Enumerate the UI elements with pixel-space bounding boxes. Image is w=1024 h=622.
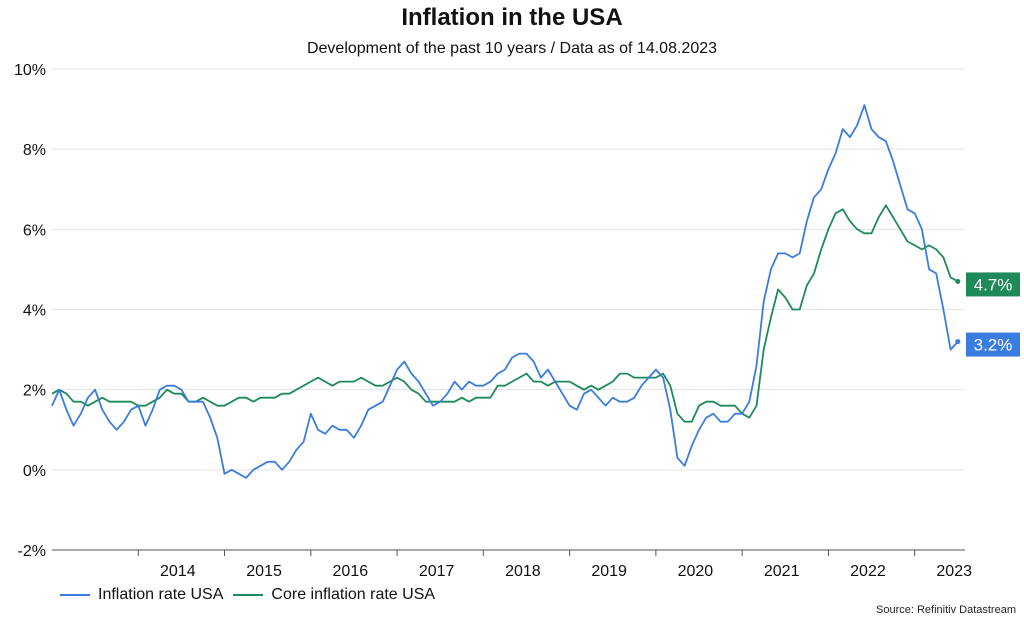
y-tick-label: 6% bbox=[23, 222, 46, 239]
x-tick-label: 2014 bbox=[160, 563, 196, 580]
chart-title: Inflation in the USA bbox=[401, 4, 623, 31]
legend-label-inflation: Inflation rate USA bbox=[98, 586, 224, 603]
x-tick-label: 2018 bbox=[505, 563, 541, 580]
x-tick-label: 2023 bbox=[936, 563, 972, 580]
y-tick-label: 4% bbox=[23, 303, 46, 320]
x-tick-label: 2022 bbox=[850, 563, 886, 580]
y-tick-label: 0% bbox=[23, 463, 46, 480]
legend-label-core-inflation: Core inflation rate USA bbox=[271, 586, 436, 603]
y-tick-label: 2% bbox=[23, 383, 46, 400]
end-value-badge bbox=[966, 272, 1020, 297]
x-tick-label: 2015 bbox=[246, 563, 282, 580]
x-tick-label: 2020 bbox=[678, 563, 714, 580]
legend-swatch-inflation bbox=[60, 594, 90, 596]
series-line-inflation bbox=[51, 104, 959, 479]
legend-item-core-inflation: Core inflation rate USA bbox=[233, 586, 435, 604]
legend-item-inflation: Inflation rate USA bbox=[60, 586, 223, 604]
y-tick-label: 8% bbox=[23, 142, 46, 159]
y-tick-label: 10% bbox=[14, 62, 46, 79]
x-tick-label: 2021 bbox=[764, 563, 800, 580]
legend-swatch-core-inflation bbox=[233, 594, 264, 596]
end-value-label-inflation: 3.2% bbox=[966, 332, 1020, 357]
series-end-point-core-inflation bbox=[955, 278, 961, 284]
x-tick-label: 2019 bbox=[591, 563, 627, 580]
x-tick-label: 2016 bbox=[333, 563, 369, 580]
x-tick-label: 2017 bbox=[419, 563, 455, 580]
end-value-label-core-inflation: 4.7% bbox=[966, 272, 1020, 297]
series-line-core-inflation bbox=[51, 204, 959, 423]
end-value-badge bbox=[966, 332, 1020, 357]
source-note: Source: Refinitiv Datastream bbox=[876, 604, 1016, 616]
chart-subtitle: Development of the past 10 years / Data … bbox=[306, 40, 718, 57]
y-tick-label: -2% bbox=[18, 543, 46, 560]
series-end-point-inflation bbox=[955, 339, 961, 345]
legend: Inflation rate USA Core inflation rate U… bbox=[60, 586, 445, 604]
end-value-text: 3.2% bbox=[974, 336, 1013, 355]
end-value-text: 4.7% bbox=[974, 275, 1013, 294]
